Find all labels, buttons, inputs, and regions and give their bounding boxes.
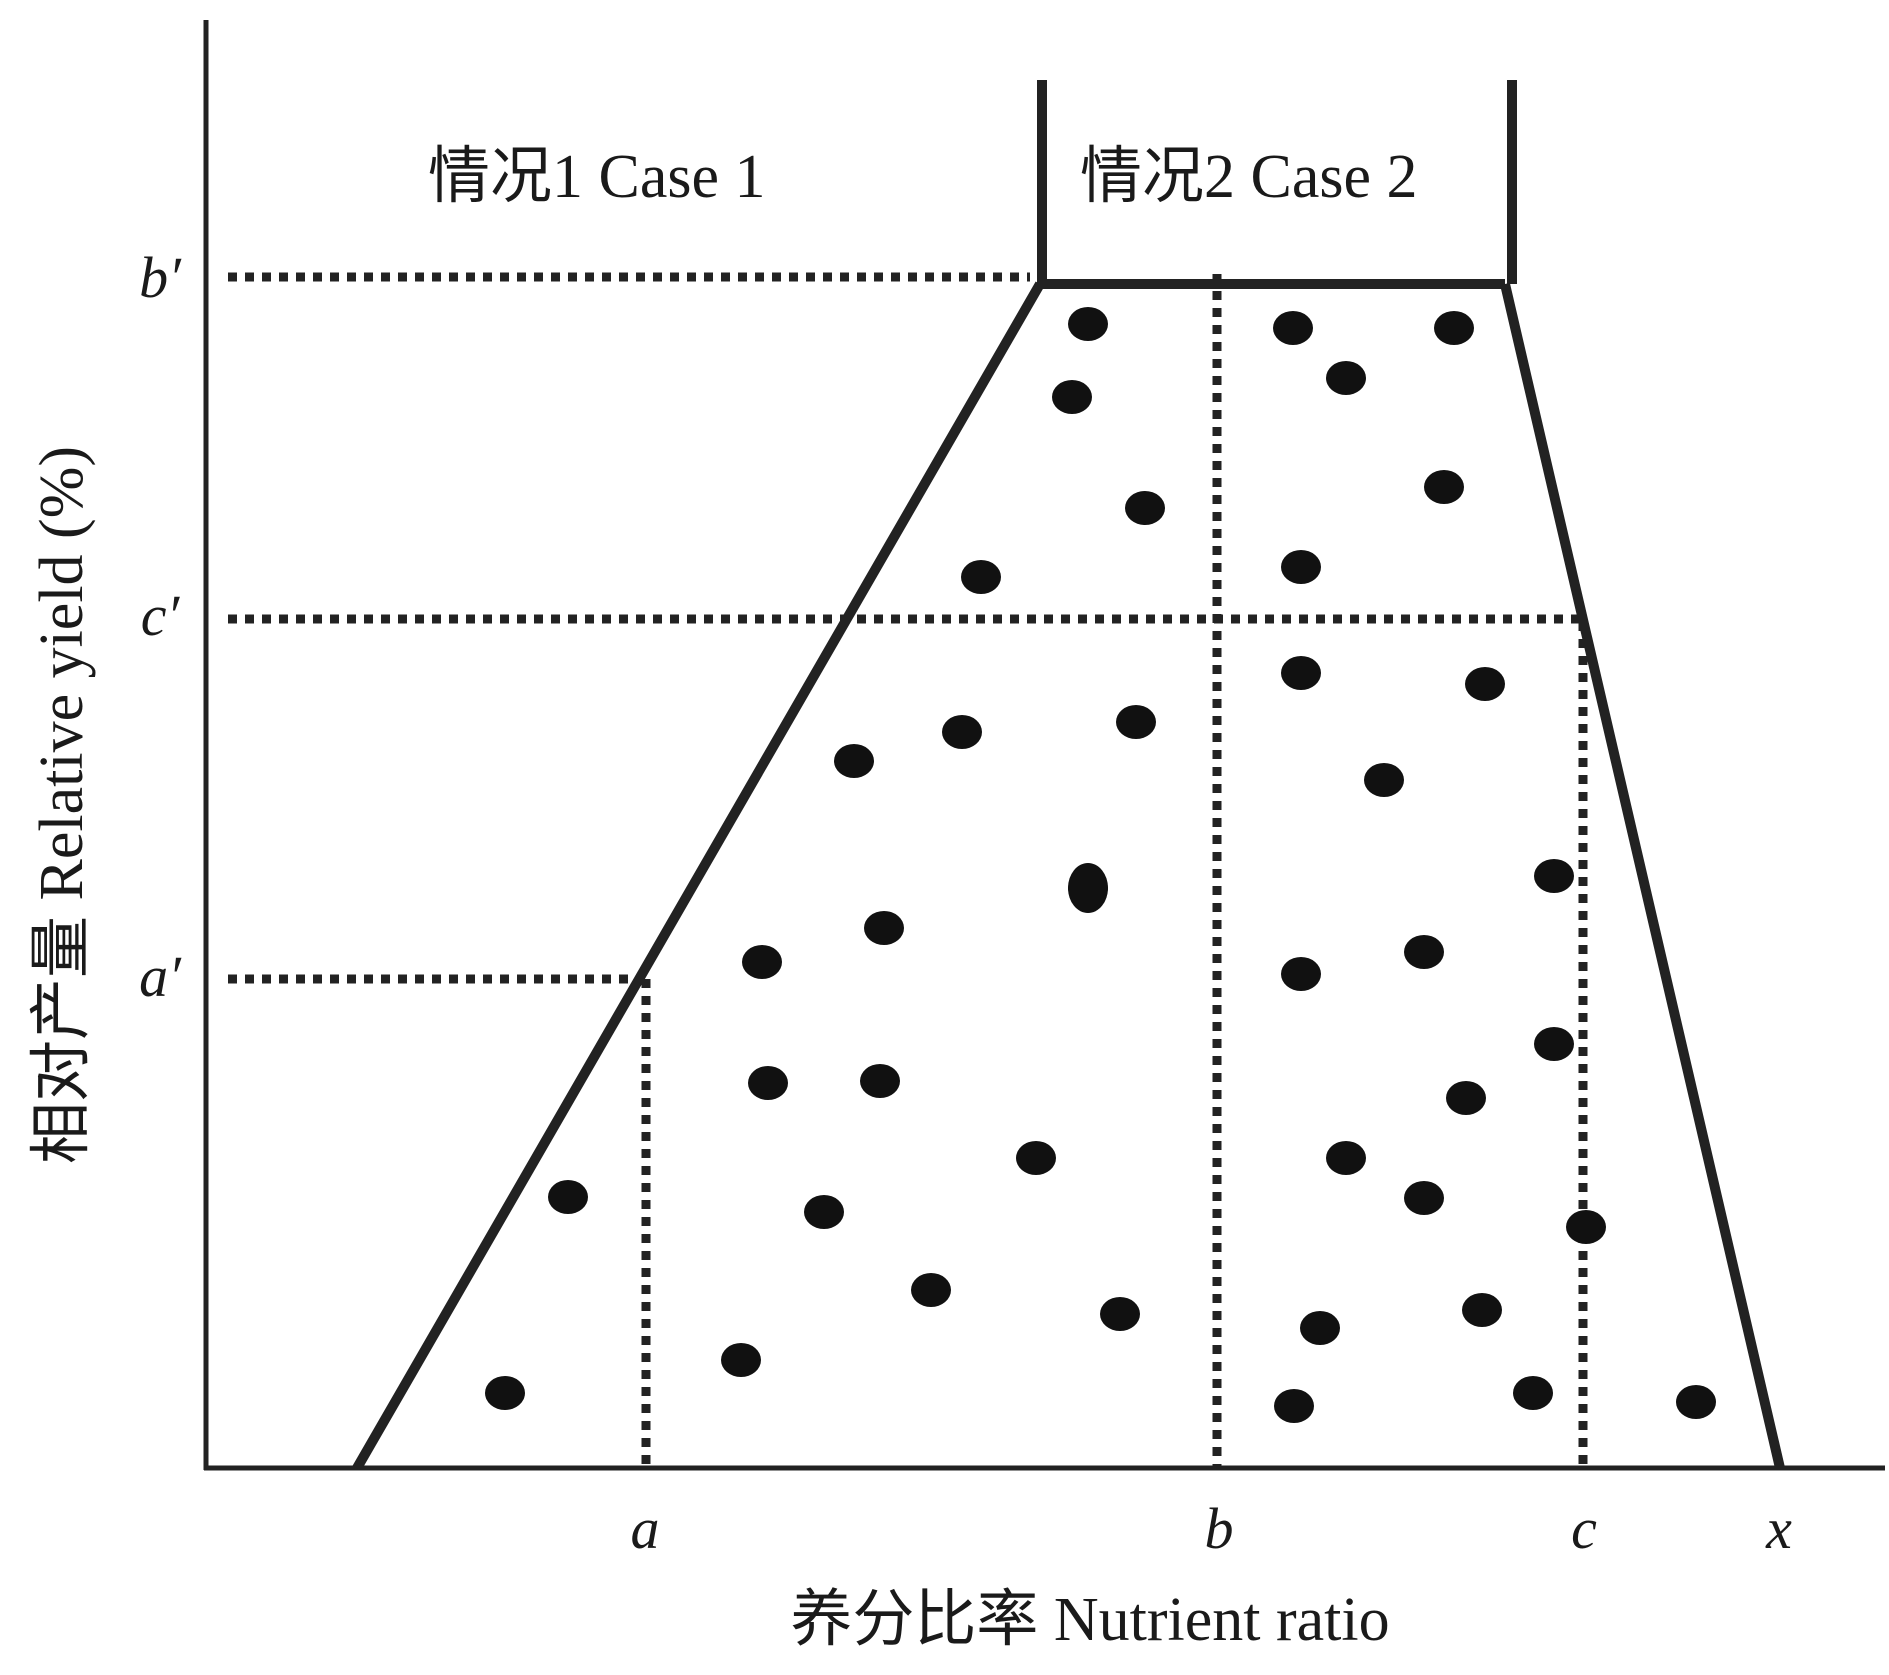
data-dot [1274, 1389, 1314, 1423]
data-dot [1100, 1297, 1140, 1331]
x-tick-c: c [1571, 1496, 1597, 1561]
data-dot [1462, 1293, 1502, 1327]
data-dot [1534, 859, 1574, 893]
data-dot [1326, 361, 1366, 395]
data-dot [804, 1195, 844, 1229]
data-dot [834, 744, 874, 778]
x-tick-x: x [1765, 1496, 1792, 1561]
data-dot [1281, 957, 1321, 991]
data-dot [864, 911, 904, 945]
data-dot [1300, 1311, 1340, 1345]
x-axis-title: 养分比率 Nutrient ratio [790, 1586, 1389, 1654]
data-dot [1534, 1027, 1574, 1061]
data-dot [860, 1064, 900, 1098]
data-dot [1424, 470, 1464, 504]
case1-label: 情况1 Case 1 [428, 143, 766, 211]
data-dot [1116, 705, 1156, 739]
data-dot [1273, 311, 1313, 345]
data-dot [1326, 1141, 1366, 1175]
data-dot [911, 1273, 951, 1307]
data-dot [1052, 380, 1092, 414]
data-dot [548, 1180, 588, 1214]
data-dot [1404, 935, 1444, 969]
data-dot [1404, 1181, 1444, 1215]
x-tick-a: a [631, 1496, 660, 1561]
x-tick-b: b [1205, 1496, 1234, 1561]
data-dot [1016, 1141, 1056, 1175]
data-dot [1676, 1385, 1716, 1419]
data-dot [1513, 1376, 1553, 1410]
data-points [485, 307, 1716, 1423]
data-dot [1566, 1210, 1606, 1244]
y-axis-title: 相对产量 Relative yield (%) [28, 446, 96, 1164]
data-dot [1068, 863, 1108, 913]
case2-label: 情况2 Case 2 [1080, 143, 1418, 211]
data-dot [1446, 1081, 1486, 1115]
y-tick-b-prime: b′ [139, 245, 182, 310]
data-dot [1281, 550, 1321, 584]
y-tick-c-prime: c′ [141, 583, 181, 648]
data-dot [1068, 307, 1108, 341]
boundary-right-edge [1500, 282, 1785, 1470]
data-dot [961, 560, 1001, 594]
data-dot [1125, 491, 1165, 525]
data-dot [1465, 667, 1505, 701]
data-dot [485, 1376, 525, 1410]
data-dot [1434, 311, 1474, 345]
y-tick-a-prime: a′ [139, 944, 182, 1009]
data-dot [742, 945, 782, 979]
data-dot [1364, 763, 1404, 797]
data-dot [1281, 656, 1321, 690]
boundary-left-edge [352, 281, 1045, 1471]
data-dot [748, 1066, 788, 1100]
data-dot [942, 715, 982, 749]
data-dot [721, 1343, 761, 1377]
